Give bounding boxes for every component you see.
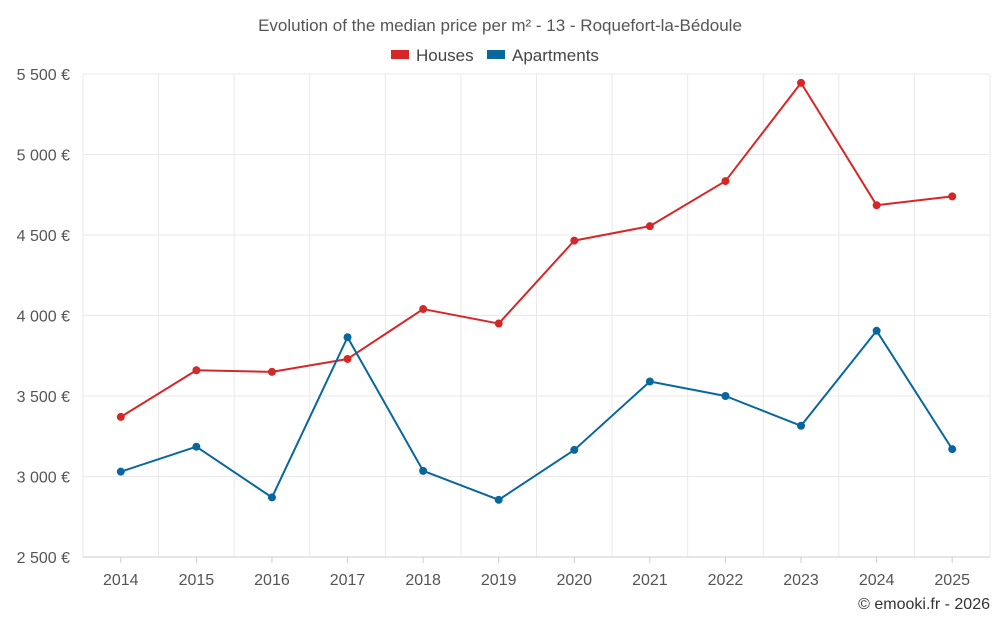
x-tick-label: 2019 [481, 572, 517, 589]
chart-title: Evolution of the median price per m² - 1… [258, 16, 742, 35]
data-point-apartments[interactable] [797, 421, 806, 430]
data-point-apartments[interactable] [948, 445, 957, 454]
x-tick-label: 2023 [783, 572, 819, 589]
credit-text: © emooki.fr - 2026 [858, 596, 990, 613]
legend-label-apartments[interactable]: Apartments [512, 46, 599, 65]
data-point-apartments[interactable] [645, 377, 654, 386]
legend: Houses Apartments [391, 46, 599, 65]
y-tick-label: 2 500 € [17, 550, 70, 567]
y-tick-label: 3 500 € [17, 389, 70, 406]
data-point-apartments[interactable] [343, 333, 352, 342]
y-tick-label: 4 500 € [17, 228, 70, 245]
legend-label-houses[interactable]: Houses [416, 46, 474, 65]
data-point-apartments[interactable] [872, 326, 881, 335]
x-tick-label: 2018 [405, 572, 441, 589]
x-tick-label: 2020 [556, 572, 592, 589]
data-point-houses[interactable] [494, 319, 503, 328]
data-point-apartments[interactable] [494, 495, 503, 504]
data-point-houses[interactable] [267, 367, 276, 376]
data-point-houses[interactable] [797, 78, 806, 87]
x-tick-label: 2024 [859, 572, 895, 589]
series-houses [116, 78, 957, 421]
x-tick-label: 2021 [632, 572, 668, 589]
grid [82, 73, 991, 557]
data-point-apartments[interactable] [419, 466, 428, 475]
x-tick-label: 2016 [254, 572, 290, 589]
series-layer [116, 78, 957, 504]
series-line-apartments [120, 329, 954, 501]
y-tick-label: 4 000 € [17, 309, 70, 326]
data-point-houses[interactable] [192, 366, 201, 375]
axes: 2 500 € 3 000 € 3 500 € 4 000 € 4 500 € 5 000… [17, 67, 990, 589]
data-point-apartments[interactable] [267, 493, 276, 502]
data-point-apartments[interactable] [721, 392, 730, 400]
data-point-houses[interactable] [116, 412, 125, 421]
x-tick-label: 2017 [330, 572, 366, 589]
x-tick-label: 2025 [934, 572, 970, 589]
x-tick-label: 2015 [179, 572, 215, 589]
data-point-houses[interactable] [948, 192, 957, 201]
data-point-houses[interactable] [343, 354, 352, 363]
data-point-apartments[interactable] [192, 442, 201, 451]
data-point-houses[interactable] [645, 222, 654, 231]
data-point-houses[interactable] [872, 201, 881, 210]
data-point-apartments[interactable] [116, 467, 125, 476]
legend-swatch-houses[interactable] [391, 50, 409, 59]
x-tick-label: 2022 [708, 572, 744, 589]
legend-swatch-apartments[interactable] [487, 50, 505, 59]
data-point-houses[interactable] [419, 305, 428, 314]
y-tick-label: 5 000 € [17, 148, 70, 165]
x-tick-label: 2014 [103, 572, 139, 589]
series-apartments [116, 326, 957, 504]
y-tick-label: 3 000 € [17, 470, 70, 487]
y-tick-label: 5 500 € [17, 67, 70, 84]
data-point-houses[interactable] [721, 177, 730, 186]
data-point-apartments[interactable] [570, 445, 579, 454]
series-line-houses [120, 81, 953, 418]
data-point-houses[interactable] [570, 236, 579, 245]
